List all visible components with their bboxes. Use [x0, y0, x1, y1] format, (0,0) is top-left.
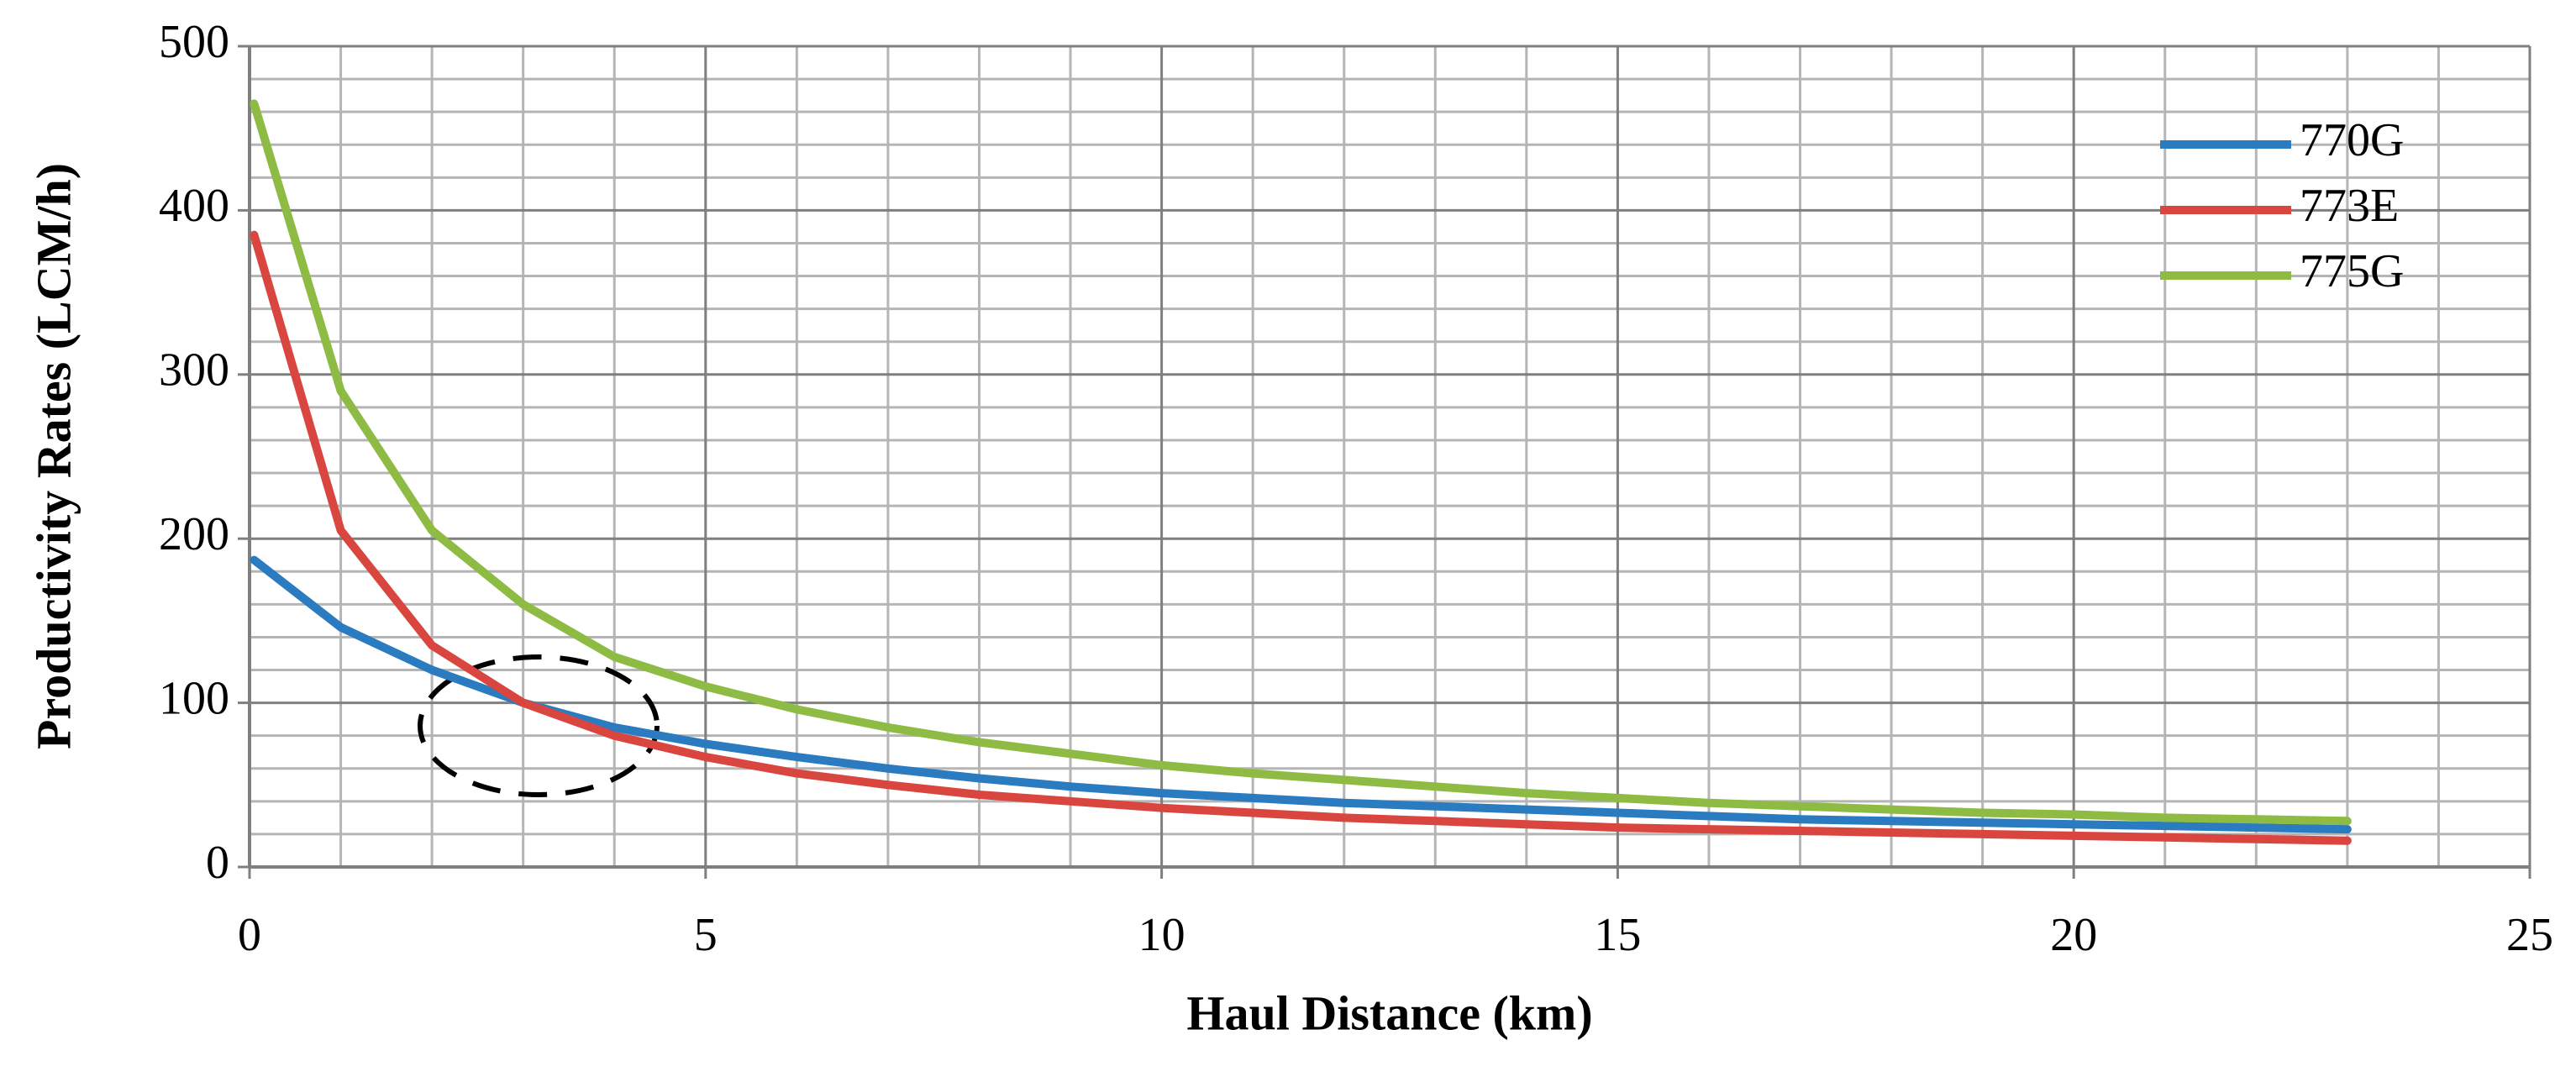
y-tick-label: 200: [159, 508, 229, 560]
series-line: [250, 230, 2352, 845]
series-line: [250, 99, 2352, 826]
y-tick-label: 0: [206, 837, 229, 889]
x-axis-title: Haul Distance (km): [1186, 985, 1592, 1040]
y-axis-title: Productivity Rates (LCM/h): [26, 163, 81, 749]
x-tick-label: 25: [2506, 909, 2553, 961]
legend-label: 770G: [2300, 114, 2404, 166]
grid: [248, 45, 2531, 869]
x-tick-label: 15: [1594, 909, 1641, 961]
legend-label: 775G: [2300, 245, 2404, 297]
y-tick-label: 500: [159, 16, 229, 68]
x-tick-label: 5: [694, 909, 718, 961]
x-tick-label: 10: [1138, 909, 1185, 961]
series-line: [250, 555, 2352, 834]
x-tick-label: 20: [2050, 909, 2097, 961]
legend-label: 773E: [2300, 180, 2399, 232]
highlight-ellipse: [418, 654, 660, 797]
x-tick-label: 0: [238, 909, 261, 961]
y-tick-label: 100: [159, 672, 229, 724]
y-tick-label: 300: [159, 344, 229, 397]
y-tick-label: 400: [159, 180, 229, 232]
